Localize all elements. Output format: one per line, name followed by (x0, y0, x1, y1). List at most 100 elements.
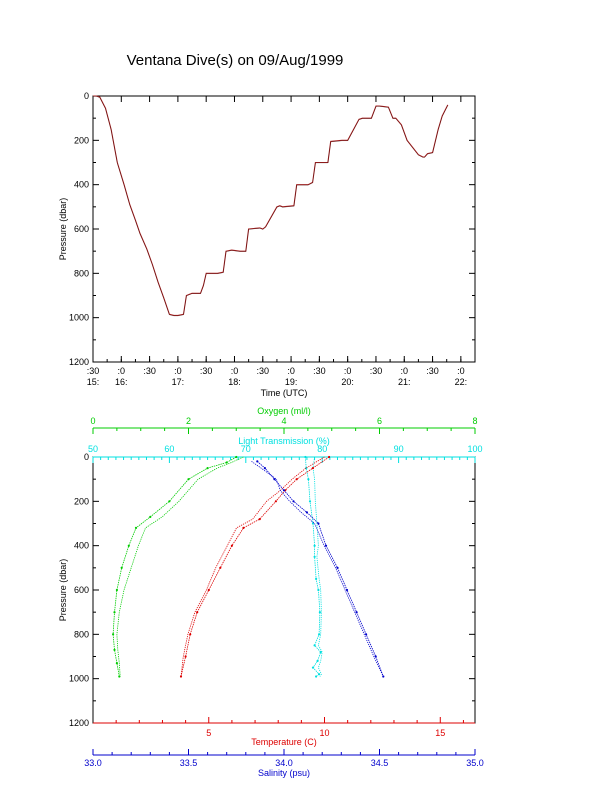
temperature-tick-label: 10 (320, 728, 330, 738)
oxygen-point (112, 633, 115, 636)
oxygen-point (168, 500, 171, 503)
salinity-tick-label: 35.0 (466, 758, 484, 768)
x-tick-label: :0 (344, 366, 352, 376)
y-tick-label: 200 (74, 496, 89, 506)
temperature-point (207, 588, 210, 592)
transmission-point (316, 659, 319, 663)
y-tick-label: 600 (74, 224, 89, 234)
salinity-tick-label: 33.0 (84, 758, 102, 768)
salinity-axis-label: Salinity (psu) (258, 768, 310, 778)
y-tick-label: 200 (74, 135, 89, 145)
temperature-tick-label: 15 (435, 728, 445, 738)
transmission-tick-label: 90 (394, 444, 404, 454)
salinity-point (282, 489, 286, 492)
transmission-tick-label: 50 (88, 444, 98, 454)
transmission-tick-label: 80 (317, 444, 327, 454)
salinity-point (317, 522, 320, 525)
oxygen-tick-label: 6 (377, 416, 382, 426)
salinity-point (273, 478, 276, 481)
y-axis-label: Pressure (dbar) (58, 559, 68, 622)
transmission-point (318, 673, 321, 676)
salinity-point (355, 611, 358, 614)
transmission-point (313, 555, 316, 558)
oxygen-point (225, 461, 228, 464)
y-tick-label: 0 (84, 452, 89, 462)
salinity-point (365, 633, 368, 636)
salinity-tick-label: 33.5 (180, 758, 198, 768)
temperature-point (196, 611, 199, 614)
y-tick-label: 1000 (69, 674, 89, 684)
x-tick-label: :0 (174, 366, 182, 376)
temperature-point (311, 467, 314, 470)
temperature-profile-down (180, 456, 330, 677)
y-tick-label: 600 (74, 585, 89, 595)
x-tick-label: :30 (87, 366, 100, 376)
dive-track-shadow (93, 96, 448, 317)
transmission-point (313, 544, 316, 547)
y-tick-label: 0 (84, 91, 89, 101)
temperature-point (189, 633, 192, 636)
transmission-point (318, 633, 321, 636)
transmission-point (315, 675, 318, 678)
oxygen-tick-label: 8 (472, 416, 477, 426)
transmission-point (315, 577, 318, 581)
salinity-profile-down (257, 461, 384, 677)
salinity-point (374, 655, 377, 658)
oxygen-point (115, 662, 118, 665)
dive-track-line (93, 95, 449, 316)
salinity-point (305, 511, 308, 514)
transmission-point (308, 500, 312, 503)
temperature-point (184, 655, 187, 658)
salinity-point (382, 675, 385, 678)
temperature-axis-label: Temperature (C) (251, 737, 317, 747)
oxygen-tick-label: 0 (90, 416, 95, 426)
oxygen-point (118, 675, 121, 678)
oxygen-point (235, 455, 238, 459)
x-tick-label: :30 (370, 366, 383, 376)
plot-frame (92, 456, 476, 724)
oxygen-point (206, 467, 209, 470)
x-tick-label: :30 (313, 366, 326, 376)
transmission-profile-up (312, 456, 323, 677)
oxygen-tick-label: 4 (281, 416, 286, 426)
profile-chart: 0 200 400 600 800 1000 1200 Pressure (dbar) 0 2 4 6… (58, 406, 484, 778)
x-tick-label: :30 (426, 366, 439, 376)
x-tick-label-hour: 15: (87, 377, 100, 387)
oxygen-point (127, 544, 130, 547)
transmission-tick-label: 60 (164, 444, 174, 454)
x-tick-label-hour: 22: (455, 377, 468, 387)
y-tick-label: 1200 (69, 718, 89, 728)
x-tick-label: :30 (143, 366, 156, 376)
oxygen-tick-label: 2 (186, 416, 191, 426)
x-tick-label-hour: 16: (115, 377, 128, 387)
transmission-point (304, 455, 307, 459)
transmission-axis-label: Light Transmission (%) (238, 436, 330, 446)
transmission-point (318, 611, 321, 614)
chart-title: Ventana Dive(s) on 09/Aug/1999 (127, 52, 344, 69)
transmission-point (317, 588, 320, 592)
temperature-point (230, 544, 233, 547)
temperature-tick-label: 5 (206, 728, 211, 738)
y-tick-label: 1200 (69, 357, 89, 367)
oxygen-point (113, 648, 116, 652)
oxygen-profile-down (112, 456, 237, 677)
transmission-point (307, 478, 310, 481)
x-tick-label: :0 (287, 366, 295, 376)
x-tick-label-hour: 18: (228, 377, 241, 387)
temperature-point (242, 526, 245, 530)
salinity-point (324, 544, 328, 547)
x-tick-label-hour: 17: (172, 377, 185, 387)
oxygen-profile-up (116, 456, 244, 677)
temperature-point (258, 518, 261, 521)
y-axis-label: Pressure (dbar) (58, 198, 68, 261)
salinity-point (336, 566, 339, 569)
dive-track-chart: 020040060080010001200:3015::016::30:017:… (58, 91, 476, 398)
oxygen-point (187, 478, 190, 481)
temperature-point (179, 675, 183, 678)
y-tick-label: 1000 (69, 313, 89, 323)
transmission-point (311, 666, 315, 669)
y-tick-label: 400 (74, 180, 89, 190)
salinity-tick-label: 34.0 (275, 758, 293, 768)
oxygen-axis-label: Oxygen (ml/l) (257, 406, 311, 416)
